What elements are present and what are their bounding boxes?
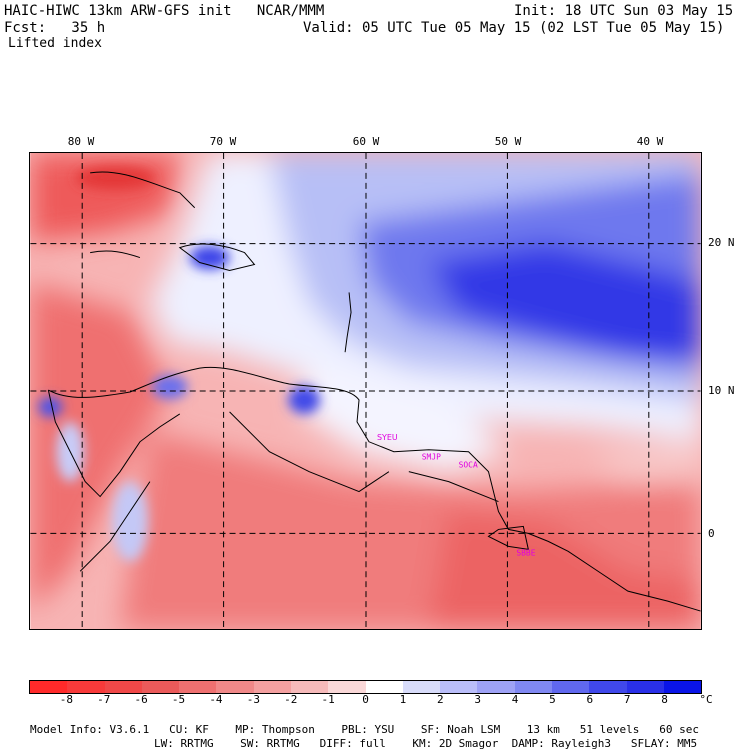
colorbar-swatch <box>253 681 291 693</box>
footer-line-2: LW: RRTMG SW: RRTMG DIFF: full KM: 2D Sm… <box>154 726 697 750</box>
lat-label-20n: 20 N <box>708 236 735 249</box>
colorbar-swatch <box>141 681 180 693</box>
colorbar-swatch <box>477 681 515 693</box>
footer-line-1: Model Info: V3.6.1 CU: KF MP: Thompson P… <box>30 712 699 736</box>
station-label: SYEU <box>377 433 398 442</box>
colorbar-swatch <box>589 681 627 693</box>
colorbar-tick: 6 <box>586 693 594 706</box>
colorbar-tick: 2 <box>436 693 444 706</box>
footer-item: CU: KF <box>169 723 209 736</box>
colorbar-tick: 7 <box>623 693 631 706</box>
footer-item: 51 levels <box>579 723 640 736</box>
footer-item: SW: RRTMG <box>240 737 300 750</box>
footer-item: MP: Thompson <box>235 723 315 736</box>
station-label: SMJP <box>422 453 441 462</box>
colorbar-swatch <box>551 681 590 693</box>
colorbar-unit: °C <box>699 693 713 706</box>
colorbar-tick: -4 <box>209 693 223 706</box>
colorbar-tick: 0 <box>362 693 369 706</box>
footer-item: DIFF: full <box>319 737 386 750</box>
footer-item: Model Info: V3.6.1 <box>30 723 150 736</box>
lon-label-60w: 60 W <box>352 135 380 148</box>
colorbar-swatch <box>514 681 552 693</box>
colorbar-swatch <box>365 681 403 693</box>
lat-label-0: 0 <box>708 527 715 540</box>
colorbar-tick: -6 <box>134 693 148 706</box>
footer-item: SF: Noah LSM <box>420 723 501 736</box>
valid-time: Valid: 05 UTC Tue 05 May 15 (02 LST Tue … <box>303 20 725 36</box>
colorbar-swatch <box>663 681 702 693</box>
graticule <box>30 153 701 629</box>
colorbar-swatch <box>179 681 217 693</box>
lon-label-80w: 80 W <box>67 135 95 148</box>
footer-item: 60 sec <box>659 723 700 736</box>
field-shading <box>30 153 701 629</box>
lon-label-70w: 70 W <box>209 135 237 148</box>
station-label: SBBE <box>516 548 535 557</box>
colorbar-tick: 5 <box>549 693 556 706</box>
colorbar-swatch <box>440 681 478 693</box>
footer-item: KM: 2D Smagor <box>412 737 499 750</box>
coastlines <box>47 171 701 612</box>
init-time: Init: 18 UTC Sun 03 May 15 <box>514 3 734 19</box>
colorbar-tick: -8 <box>59 693 73 706</box>
colorbar-swatch <box>328 681 366 693</box>
footer-item: DAMP: Rayleigh3 <box>511 737 612 750</box>
colorbar-tick: -3 <box>246 693 260 706</box>
footer-item: 13 km <box>526 723 560 736</box>
lon-label-50w: 50 W <box>494 135 522 148</box>
colorbar-tick: -7 <box>97 693 111 706</box>
lifted-index-map: SYEU SMJP SOCA SBBE <box>29 152 702 630</box>
footer-item: SFLAY: MM5 <box>630 737 698 750</box>
colorbar-swatch <box>626 681 664 693</box>
colorbar-swatch <box>216 681 254 693</box>
model-title: HAIC-HIWC 13km ARW-GFS init NCAR/MMM <box>4 3 325 19</box>
colorbar-swatch <box>30 681 68 693</box>
footer-item: PBL: YSU <box>341 723 395 736</box>
lon-label-40w: 40 W <box>636 135 664 148</box>
colorbar-tick: -1 <box>321 693 335 706</box>
colorbar-swatch <box>402 681 441 693</box>
colorbar <box>29 680 702 694</box>
station-label: SOCA <box>459 461 478 470</box>
lat-label-10n: 10 N <box>708 384 735 397</box>
colorbar-tick: 4 <box>511 693 519 706</box>
colorbar-tick: 1 <box>399 693 407 706</box>
colorbar-tick: -5 <box>171 693 186 706</box>
colorbar-tick: 3 <box>474 693 481 706</box>
colorbar-tick: -2 <box>284 693 298 706</box>
footer-item: LW: RRTMG <box>154 737 214 750</box>
colorbar-swatch <box>290 681 329 693</box>
colorbar-swatch <box>104 681 142 693</box>
colorbar-tick: 8 <box>661 693 668 706</box>
forecast-hour: Fcst: 35 h <box>4 20 106 36</box>
field-name: Lifted index <box>8 36 102 51</box>
colorbar-swatch <box>67 681 105 693</box>
